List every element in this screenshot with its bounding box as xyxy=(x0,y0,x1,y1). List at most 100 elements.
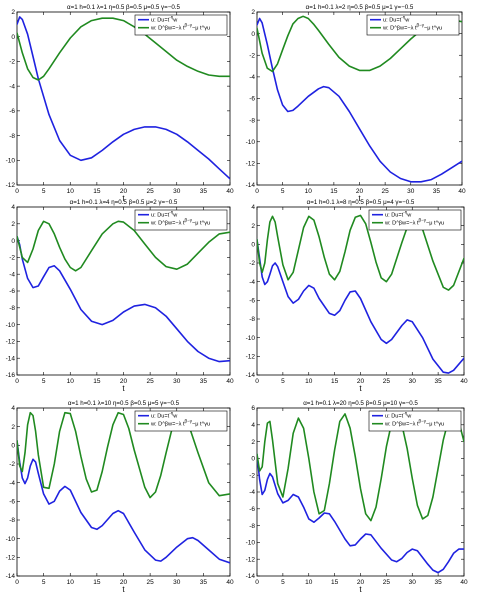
subplot-1: α=1 h=0.1 λ=1 η=0.5 β=0.5 μ=0.5 γ=−0.5 0 5… xyxy=(6,4,234,203)
legend-entry: u: Du=t-η​w xyxy=(385,411,412,420)
legend-entry: w: D^βw=−λ tβ−γ​−μ t^γu xyxy=(150,23,210,32)
x-tick-label: 20 xyxy=(357,378,365,385)
x-axis-label: t xyxy=(122,384,125,393)
x-tick-label: 30 xyxy=(409,378,417,385)
series-line-u xyxy=(257,238,464,374)
x-tick-label: 25 xyxy=(383,579,391,586)
y-tick-label: -10 xyxy=(6,157,16,164)
y-tick-label: 4 xyxy=(251,204,255,211)
y-tick-label: -12 xyxy=(6,182,16,189)
y-tick-label: 2 xyxy=(251,9,255,16)
x-tick-label: 15 xyxy=(93,188,101,195)
x-tick-label: 30 xyxy=(173,378,181,385)
x-tick-label: 25 xyxy=(147,188,155,195)
x-tick-label: 35 xyxy=(200,188,208,195)
legend-box xyxy=(368,410,462,432)
x-tick-label: 25 xyxy=(382,188,390,195)
x-tick-label: 20 xyxy=(356,188,364,195)
x-tick-label: 25 xyxy=(383,378,391,385)
subplot-6: α=1 h=0.1 λ=20 η=0.5 β=0.5 μ=10 γ=−0.5 0 5… xyxy=(246,400,468,594)
x-tick-label: 20 xyxy=(120,579,128,586)
x-tick-label: 30 xyxy=(409,579,417,586)
x-tick-label: 0 xyxy=(255,188,259,195)
y-tick-label: -6 xyxy=(9,108,15,115)
y-tick-label: -4 xyxy=(249,489,255,496)
x-tick-label: 40 xyxy=(460,378,468,385)
y-tick-label: -8 xyxy=(9,305,15,312)
legend: u: Du=t-η​ww: D^βw=−λ tβ−γ​−μ t^γu xyxy=(134,210,228,231)
y-tick-label: 6 xyxy=(251,405,255,412)
x-axis-label: t xyxy=(122,194,125,203)
y-tick-label: -6 xyxy=(9,499,15,506)
y-tick-label: 4 xyxy=(251,422,255,429)
subplot-2: α=1 h=0.1 λ=2 η=0.5 β=0.5 μ=1 γ=−0.5 0 5 10… xyxy=(246,4,466,203)
y-tick-label: -8 xyxy=(249,316,255,323)
subplot-3: α=1 h=0.1 λ=4 η=0.5 β=0.5 μ=2 γ=−0.5 0 5 10… xyxy=(6,199,234,393)
x-tick-label: 20 xyxy=(357,579,365,586)
y-tick-label: 2 xyxy=(251,439,255,446)
legend-box xyxy=(134,410,228,432)
y-tick-label: -4 xyxy=(249,279,255,286)
y-tick-label: 2 xyxy=(11,424,15,431)
legend-entry: w: D^βw=−λ tβ−γ​−μ t^γu xyxy=(150,419,210,428)
legend-entry: u: Du=t-η​w xyxy=(151,210,178,219)
legend-entry: w: D^βw=−λ tβ−γ​−μ t^γu xyxy=(382,23,442,32)
x-tick-label: 5 xyxy=(42,188,46,195)
legend-entry: u: Du=t-η​w xyxy=(151,15,178,24)
x-tick-label: 15 xyxy=(93,378,101,385)
y-tick-label: -14 xyxy=(6,573,16,580)
y-tick-label: -8 xyxy=(9,133,15,140)
y-tick-label: 0 xyxy=(11,34,15,41)
y-tick-label: -14 xyxy=(246,372,256,379)
chart-title: α=1 h=0.1 λ=8 η=0.5 β=0.5 μ=4 γ=−0.5 xyxy=(307,199,415,206)
series-line-u xyxy=(17,235,230,363)
x-tick-label: 10 xyxy=(305,378,313,385)
x-tick-label: 30 xyxy=(173,188,181,195)
x-tick-label: 10 xyxy=(305,579,313,586)
x-axis-label: t xyxy=(122,585,125,594)
x-tick-label: 35 xyxy=(435,579,443,586)
y-tick-label: 0 xyxy=(251,31,255,38)
y-tick-label: -6 xyxy=(249,96,255,103)
legend: u: Du=t-η​ww: D^βw=−λ tβ−γ​−μ t^γu xyxy=(134,14,228,36)
y-tick-label: 0 xyxy=(251,456,255,463)
x-tick-label: 0 xyxy=(255,579,259,586)
y-tick-label: -16 xyxy=(6,372,16,379)
x-tick-label: 35 xyxy=(200,378,208,385)
y-tick-label: -2 xyxy=(249,52,255,59)
y-tick-label: -4 xyxy=(9,271,15,278)
chart-title: α=1 h=0.1 λ=20 η=0.5 β=0.5 μ=10 γ=−0.5 xyxy=(303,400,418,407)
y-tick-label: -10 xyxy=(246,139,256,146)
legend-entry: u: Du=t-η​w xyxy=(151,411,178,420)
x-tick-label: 40 xyxy=(226,188,234,195)
x-tick-label: 10 xyxy=(67,579,75,586)
legend-box xyxy=(134,14,228,36)
y-tick-label: -4 xyxy=(9,83,15,90)
y-tick-label: -12 xyxy=(246,556,256,563)
y-tick-label: -8 xyxy=(249,523,255,530)
x-tick-label: 15 xyxy=(93,579,101,586)
axes-box xyxy=(16,407,231,577)
axes-box xyxy=(16,11,231,186)
y-tick-label: 4 xyxy=(11,204,15,211)
legend-entry: w: D^βw=−λ tβ−γ​−μ t^γu xyxy=(384,419,444,428)
y-tick-label: -4 xyxy=(249,74,255,81)
legend: u: Du=t-η​ww: D^βw=−λ tβ−γ​−μ t^γu xyxy=(366,14,460,36)
chart-title: α=1 h=0.1 λ=10 η=0.5 β=0.5 μ=5 γ=−0.5 xyxy=(68,400,180,407)
x-tick-label: 5 xyxy=(42,378,46,385)
x-axis-label: t xyxy=(358,194,361,203)
series-line-u xyxy=(17,16,230,180)
y-tick-label: -14 xyxy=(246,182,256,189)
y-tick-label: -12 xyxy=(6,555,16,562)
y-tick-label: -10 xyxy=(6,322,16,329)
y-tick-label: -2 xyxy=(249,472,255,479)
legend: u: Du=t-η​ww: D^βw=−λ tβ−γ​−μ t^γu xyxy=(368,410,462,432)
legend-box xyxy=(366,14,460,36)
series-line-u xyxy=(257,453,464,574)
x-tick-label: 25 xyxy=(147,579,155,586)
x-tick-label: 5 xyxy=(42,579,46,586)
y-tick-label: 2 xyxy=(11,9,15,16)
legend: u: Du=t-η​ww: D^βw=−λ tβ−γ​−μ t^γu xyxy=(368,210,462,231)
chart-title: α=1 h=0.1 λ=2 η=0.5 β=0.5 μ=1 γ=−0.5 xyxy=(306,4,414,11)
